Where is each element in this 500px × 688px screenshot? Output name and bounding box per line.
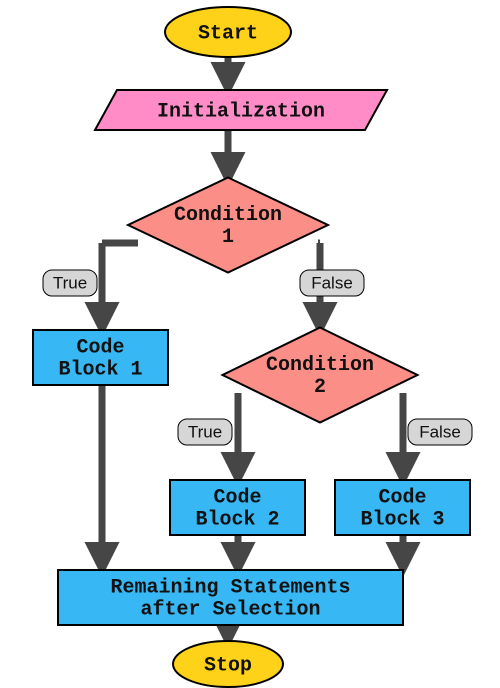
edge-label-text: True xyxy=(53,273,87,292)
stop-node-label: Stop xyxy=(204,654,252,677)
edge-label-text: True xyxy=(188,422,222,441)
start-node-label: Start xyxy=(198,22,258,45)
initialization-node-label: Initialization xyxy=(157,100,325,123)
edge-label-text: False xyxy=(311,273,353,292)
edge-label-text: False xyxy=(419,422,461,441)
remaining-statements-node-label: Remaining Statementsafter Selection xyxy=(110,577,350,622)
